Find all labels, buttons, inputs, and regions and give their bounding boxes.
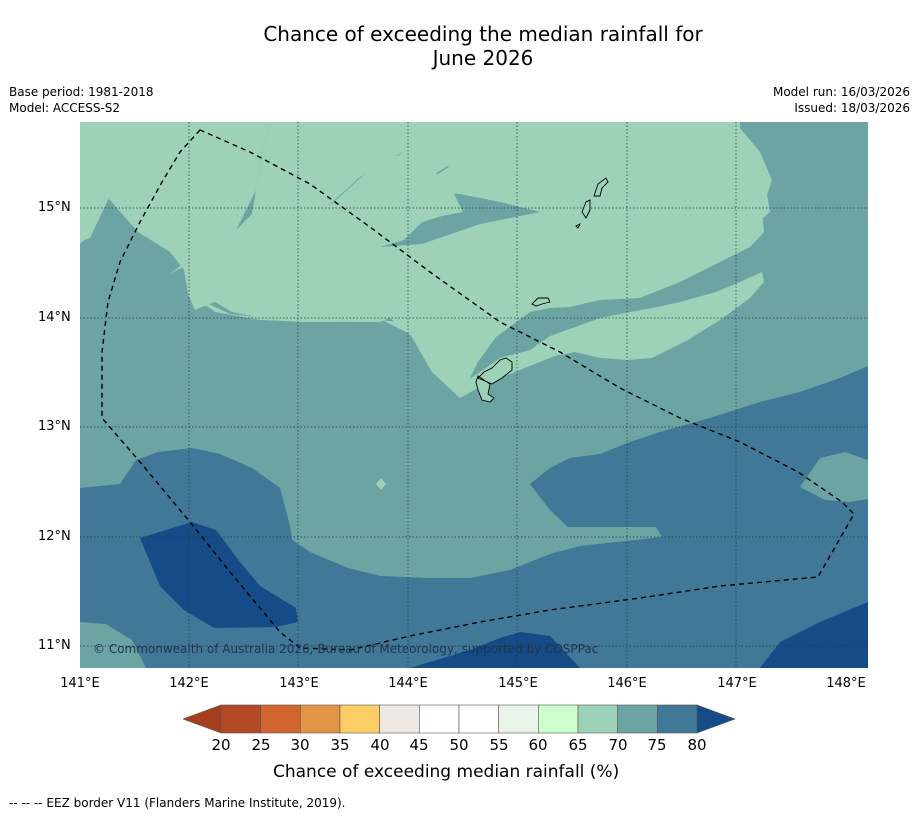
island-tinian xyxy=(581,199,591,219)
colorbar-cell-50-55 xyxy=(458,704,499,734)
copyright-notice: © Commonwealth of Australia 2026, Bureau… xyxy=(93,642,599,656)
colorbar-tick-55: 55 xyxy=(489,736,509,754)
lon-label-148e: 148°E xyxy=(826,676,866,691)
zone-75-80-lighten xyxy=(800,452,868,502)
base-period: Base period: 1981-2018 xyxy=(9,85,154,99)
colorbar-tick-35: 35 xyxy=(330,736,350,754)
eez-legend-footnote: -- -- -- EEZ border V11 (Flanders Marine… xyxy=(9,796,346,810)
colorbar-cell-40-45 xyxy=(379,704,420,734)
title-line-1: Chance of exceeding the median rainfall … xyxy=(263,22,703,46)
metadata-left: Base period: 1981-2018 Model: ACCESS-S2 xyxy=(9,84,154,116)
colorbar-cell-20-25 xyxy=(220,704,261,734)
colorbar-cell-35-40 xyxy=(339,704,380,734)
lon-label-143e: 143°E xyxy=(279,676,319,691)
island-saipan xyxy=(593,177,609,197)
colorbar-tick-80: 80 xyxy=(687,736,707,754)
lat-label-12n: 12°N xyxy=(38,529,71,544)
lon-label-141e: 141°E xyxy=(60,676,100,691)
colorbar-cell-75-80 xyxy=(657,704,698,734)
colorbar-label: Chance of exceeding median rainfall (%) xyxy=(273,762,620,782)
colorbar-tick-40: 40 xyxy=(370,736,390,754)
zone-75-80 xyxy=(80,366,868,668)
metadata-right: Model run: 16/03/2026 Issued: 18/03/2026 xyxy=(773,84,910,116)
zone-65-70-lower-central xyxy=(188,272,764,398)
lat-label-11n: 11°N xyxy=(38,638,71,653)
colorbar-tick-45: 45 xyxy=(409,736,429,754)
lon-label-145e: 145°E xyxy=(498,676,538,691)
colorbar-cell-60-65 xyxy=(538,704,579,734)
colorbar-tick-60: 60 xyxy=(528,736,548,754)
colorbar-cell-25-30 xyxy=(260,704,301,734)
colorbar-tick-50: 50 xyxy=(449,736,469,754)
colorbar-cell-65-70 xyxy=(577,704,618,734)
colorbar-tick-75: 75 xyxy=(647,736,667,754)
model-name: Model: ACCESS-S2 xyxy=(9,101,121,115)
island-outlines xyxy=(475,177,609,403)
colorbar-cell-30-35 xyxy=(300,704,341,734)
lon-label-147e: 147°E xyxy=(717,676,757,691)
issued-date: Issued: 18/03/2026 xyxy=(794,101,910,115)
lon-label-146e: 146°E xyxy=(607,676,647,691)
island-guam xyxy=(475,357,513,403)
colorbar xyxy=(183,704,736,734)
colorbar-over-triangle xyxy=(696,704,736,734)
gridlines xyxy=(80,122,868,668)
colorbar-cell-45-50 xyxy=(419,704,460,734)
island-aguijan xyxy=(575,222,582,229)
map-title: Chance of exceeding the median rainfall … xyxy=(0,22,919,70)
zone-65-70-speck xyxy=(376,478,386,490)
zone-70-75-southwest xyxy=(80,622,146,668)
zone-above-80-west xyxy=(140,522,298,628)
zone-above-80-south xyxy=(410,632,580,668)
colorbar-tick-70: 70 xyxy=(608,736,628,754)
lat-label-15n: 15°N xyxy=(38,200,71,215)
colorbar-tick-25: 25 xyxy=(251,736,271,754)
colorbar-under-triangle xyxy=(183,704,222,734)
zone-65-70-main xyxy=(80,122,772,272)
island-rota xyxy=(531,297,551,307)
rainfall-map[interactable] xyxy=(80,122,868,668)
model-run-date: Model run: 16/03/2026 xyxy=(772,85,910,99)
title-line-2: June 2026 xyxy=(432,46,534,70)
eez-border xyxy=(101,129,855,651)
zone-above-80-east xyxy=(760,602,868,668)
lon-label-142e: 142°E xyxy=(169,676,209,691)
lat-label-14n: 14°N xyxy=(38,310,71,325)
colorbar-tick-30: 30 xyxy=(290,736,310,754)
colorbar-tick-20: 20 xyxy=(211,736,231,754)
colorbar-cell-70-75 xyxy=(617,704,658,734)
colorbar-tick-65: 65 xyxy=(568,736,588,754)
lon-label-144e: 144°E xyxy=(388,676,428,691)
colorbar-cell-55-60 xyxy=(498,704,539,734)
lat-label-13n: 13°N xyxy=(38,419,71,434)
